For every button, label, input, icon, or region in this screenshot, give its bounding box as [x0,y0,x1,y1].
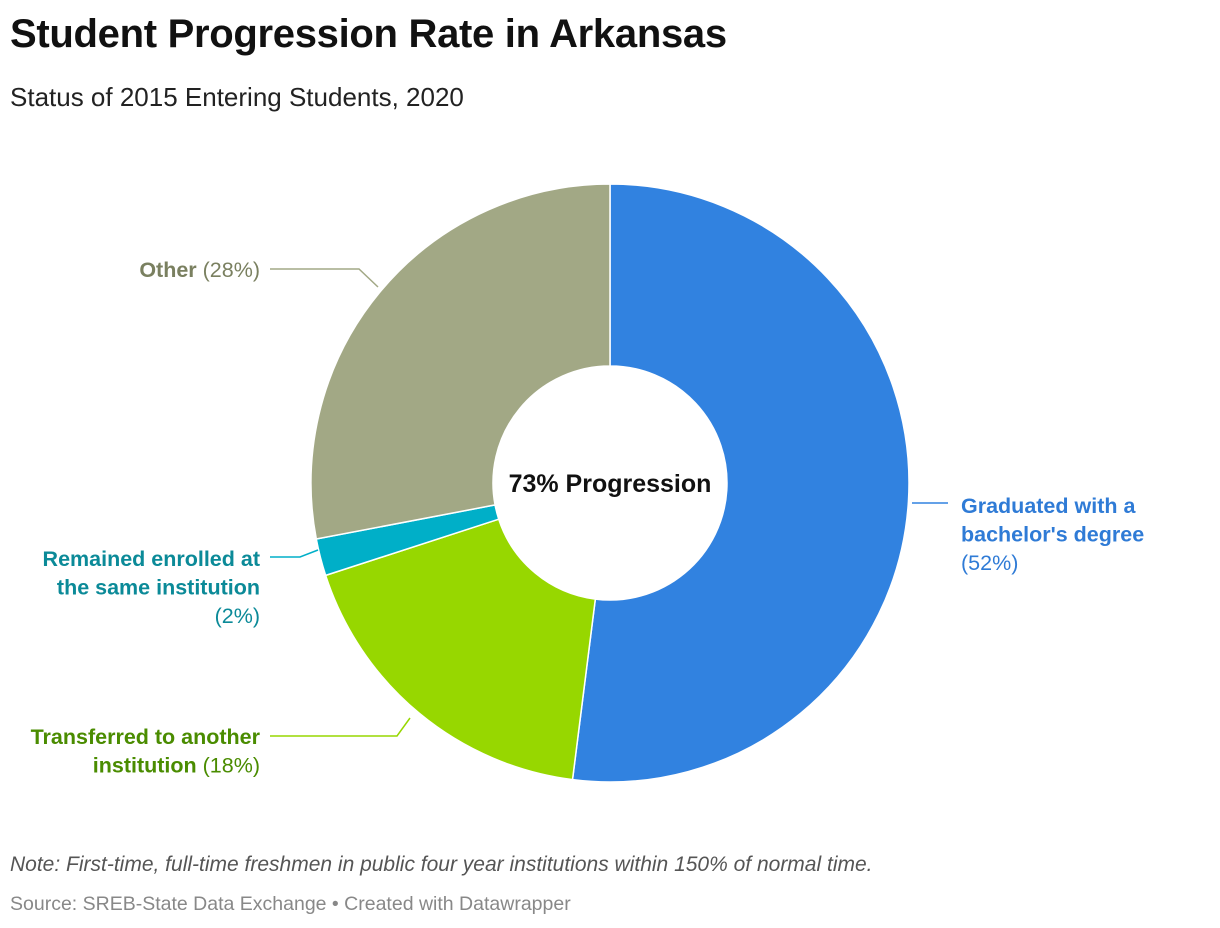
label-remained-enrolled-at-the-same-institution: Remained enrolled at the same institution… [43,547,260,628]
leader-line-transferred-to-another-institution [270,717,411,737]
chart-title: Student Progression Rate in Arkansas [10,12,727,56]
slice-graduated-with-a-bachelor-s-degree [571,183,910,783]
leader-line-other [270,268,379,288]
label-graduated-with-a-bachelor-s-degree: Graduated with a bachelor's degree (52%) [961,494,1144,575]
slices-layer [310,183,910,783]
leader-line-remained-enrolled-at-the-same-institution [270,549,319,558]
center-label: 73% Progression [509,470,712,498]
chart-source: Source: SREB-State Data Exchange • Creat… [10,893,571,915]
label-other: Other (28%) [139,258,260,282]
label-transferred-to-another-institution: Transferred to another institution (18%) [31,725,261,778]
chart-subtitle: Status of 2015 Entering Students, 2020 [10,82,464,112]
labels-layer: Graduated with a bachelor's degree (52%) Tr… [31,258,1145,778]
donut-chart: Graduated with a bachelor's degree (52%) Tr… [31,183,1145,783]
slice-transferred-to-another-institution [324,518,597,781]
chart-note: Note: First-time, full-time freshmen in … [10,853,873,876]
slice-other [310,183,611,540]
